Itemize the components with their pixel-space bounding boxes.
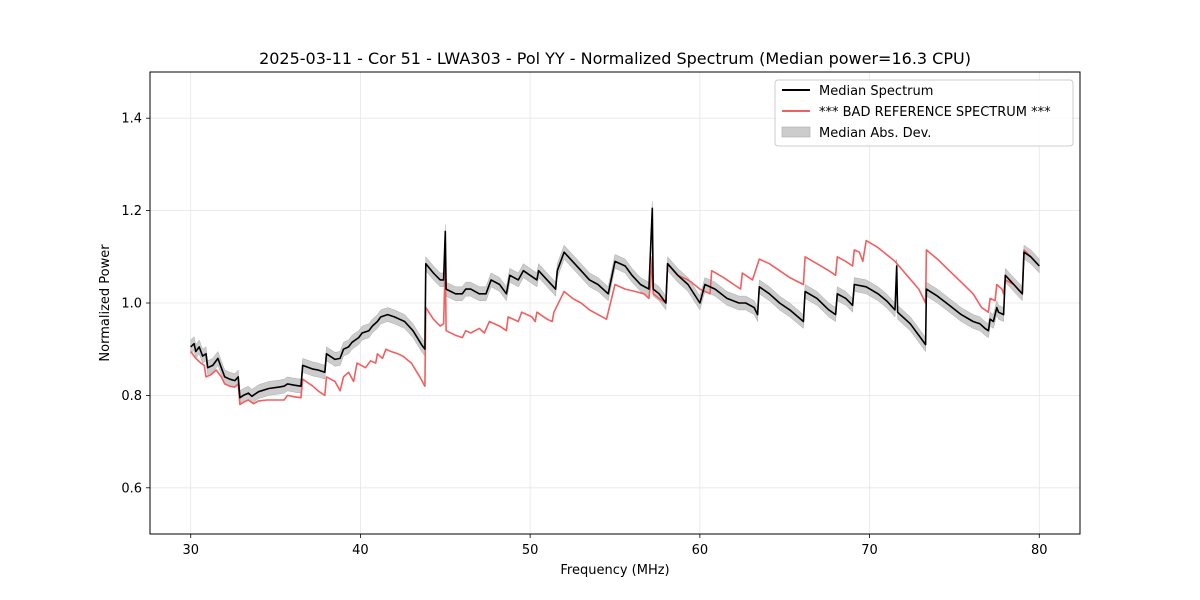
median-abs-dev-band [190, 201, 1040, 406]
legend-box [774, 79, 1074, 147]
x-tick-label: 60 [692, 543, 709, 558]
y-tick-label: 1.4 [121, 112, 142, 127]
legend-swatch-median-abs-dev [781, 126, 811, 138]
plot-data [190, 201, 1040, 406]
y-tick-label: 1.2 [121, 204, 142, 219]
x-tick-label: 40 [352, 543, 369, 558]
y-tick-label: 0.8 [121, 389, 142, 404]
y-tick-label: 1.0 [121, 297, 142, 312]
axis-ticks: 30 40 50 60 70 80 0.6 0.8 1.0 1.2 1.4 [121, 112, 1047, 558]
bad-reference-spectrum-line [190, 239, 1040, 406]
x-tick-label: 70 [861, 543, 878, 558]
median-spectrum-line [190, 207, 1040, 399]
legend-label-bad-reference: *** BAD REFERENCE SPECTRUM *** [819, 105, 1051, 120]
x-tick-label: 50 [522, 543, 539, 558]
x-tick-label: 30 [182, 543, 199, 558]
legend: Median Spectrum *** BAD REFERENCE SPECTR… [774, 79, 1074, 147]
legend-label-median-abs-dev: Median Abs. Dev. [819, 126, 931, 141]
legend-label-median-spectrum: Median Spectrum [819, 84, 933, 99]
chart-title: 2025-03-11 - Cor 51 - LWA303 - Pol YY - … [259, 49, 971, 68]
y-axis-label: Normalized Power [98, 244, 113, 362]
y-tick-label: 0.6 [121, 481, 142, 496]
x-axis-label: Frequency (MHz) [560, 563, 669, 578]
x-tick-label: 80 [1031, 543, 1048, 558]
